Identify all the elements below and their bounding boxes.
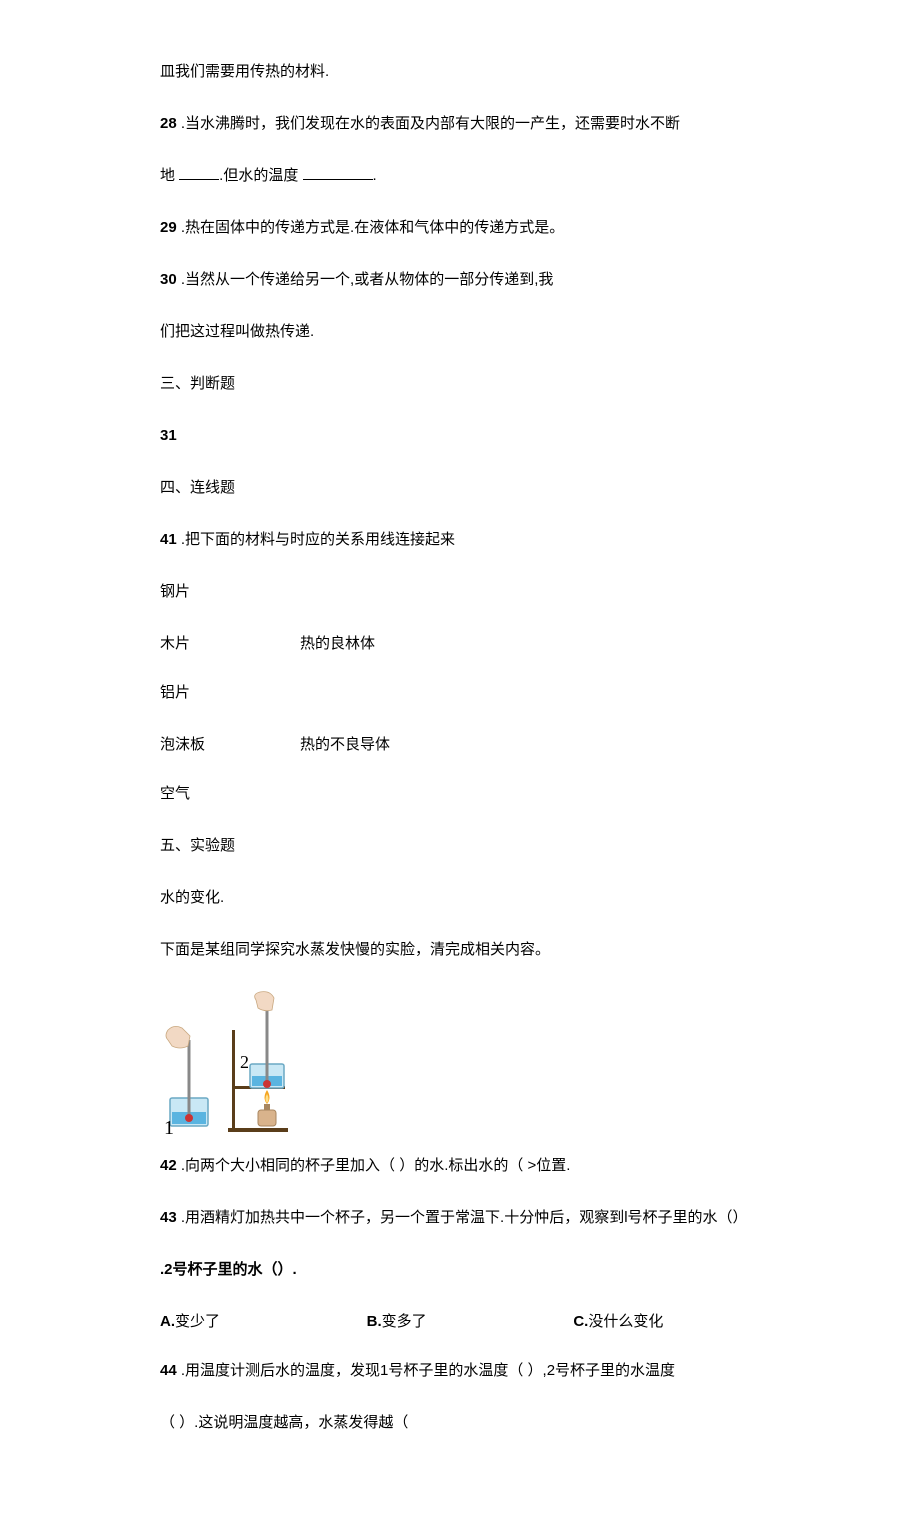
stand-rod [232, 1030, 235, 1130]
label-1: 1 [164, 1117, 174, 1139]
q43-text-a: .用酒精灯加热共中一个杯子，另一个置于常温下.十分忡后，观察到l号杯子里的水（） [177, 1209, 748, 1226]
option-b-text: 变多了 [382, 1313, 427, 1330]
match-item-2: 木片 热的良林体 [160, 632, 780, 653]
question-43-a: 43 .用酒精灯加热共中一个杯子，另一个置于常温下.十分忡后，观察到l号杯子里的… [160, 1206, 780, 1230]
option-c-text: 没什么变化 [588, 1313, 663, 1330]
options-row: A.变少了 B.变多了 C.没什么变化 [160, 1310, 780, 1331]
experiment-figure: 1 2 [160, 990, 780, 1140]
option-c-label: C. [573, 1313, 588, 1330]
experiment-title: 水的变化. [160, 886, 780, 910]
option-a: A.变少了 [160, 1310, 367, 1331]
match-item-1: 钢片 [160, 580, 780, 604]
label-2: 2 [240, 1052, 249, 1072]
question-28-a: 28 .当水沸腾时，我们发现在水的表面及内部有大限的一产生，还需要时水不断 [160, 112, 780, 136]
option-a-text: 变少了 [175, 1313, 220, 1330]
q29-number: 29 [160, 219, 177, 236]
question-30-a: 30 .当然从一个传递给另一个,或者从物体的一部分传递到,我 [160, 268, 780, 292]
match-right-4: 热的不良导体 [300, 733, 390, 754]
stand-base [228, 1128, 288, 1132]
question-28-b: 地 .但水的温度 . [160, 164, 780, 188]
burner-neck [264, 1104, 270, 1110]
q44-text-a: .用温度计测后水的温度，发现1号杯子里的水温度（ ）,2号杯子里的水温度 [177, 1362, 675, 1379]
question-31: 31 [160, 424, 780, 448]
q42-text: .向两个大小相同的杯子里加入（ ）的水.标出水的（ >位置. [177, 1157, 571, 1174]
burner-body [258, 1110, 276, 1126]
option-c: C.没什么变化 [573, 1310, 780, 1331]
option-b: B.变多了 [367, 1310, 574, 1331]
question-41: 41 .把下面的材料与时应的关系用线连接起来 [160, 528, 780, 552]
question-42: 42 .向两个大小相同的杯子里加入（ ）的水.标出水的（ >位置. [160, 1154, 780, 1178]
blank [179, 166, 219, 180]
question-44-a: 44 .用温度计测后水的温度，发现1号杯子里的水温度（ ）,2号杯子里的水温度 [160, 1359, 780, 1383]
q43-number: 43 [160, 1209, 177, 1226]
q42-number: 42 [160, 1157, 177, 1174]
section-4-heading: 四、连线题 [160, 476, 780, 500]
q30-number: 30 [160, 271, 177, 288]
option-a-label: A. [160, 1313, 175, 1330]
match-right-2: 热的良林体 [300, 632, 375, 653]
question-30-b: 们把这过程叫做热传递. [160, 320, 780, 344]
section-5-heading: 五、实验题 [160, 834, 780, 858]
match-item-5: 空气 [160, 782, 780, 806]
match-left-2: 木片 [160, 632, 300, 653]
q29-text: .热在固体中的传递方式是.在液体和气体中的传递方式是。 [177, 219, 565, 236]
match-item-3: 铝片 [160, 681, 780, 705]
section-3-heading: 三、判断题 [160, 372, 780, 396]
q28-b-a: 地 [160, 167, 179, 184]
blank [303, 166, 373, 180]
question-44-b: （ ）.这说明温度越高，水蒸发得越（ [160, 1411, 780, 1435]
match-item-4: 泡沫板 热的不良导体 [160, 733, 780, 754]
option-b-label: B. [367, 1313, 382, 1330]
match-left-4: 泡沫板 [160, 733, 300, 754]
text-line: 皿我们需要用传热的材料. [160, 60, 780, 84]
q28-b-b: .但水的温度 [219, 167, 302, 184]
question-29: 29 .热在固体中的传递方式是.在液体和气体中的传递方式是。 [160, 216, 780, 240]
q30-text-a: .当然从一个传递给另一个,或者从物体的一部分传递到,我 [177, 271, 554, 288]
thermometer-1-bulb [185, 1114, 193, 1122]
q28-text-a: .当水沸腾时，我们发现在水的表面及内部有大限的一产生，还需要时水不断 [177, 115, 680, 132]
q41-number: 41 [160, 531, 177, 548]
hand-icon [166, 1026, 190, 1048]
q28-number: 28 [160, 115, 177, 132]
q44-number: 44 [160, 1362, 177, 1379]
thermometer-2-bulb [263, 1080, 271, 1088]
experiment-intro: 下面是某组同学探究水蒸发快慢的实脸，清完成相关内容。 [160, 938, 780, 962]
q41-text: .把下面的材料与时应的关系用线连接起来 [177, 531, 455, 548]
hand-2-icon [255, 992, 274, 1011]
question-43-b: .2号杯子里的水（）. [160, 1258, 780, 1282]
q28-b-c: . [373, 167, 377, 184]
